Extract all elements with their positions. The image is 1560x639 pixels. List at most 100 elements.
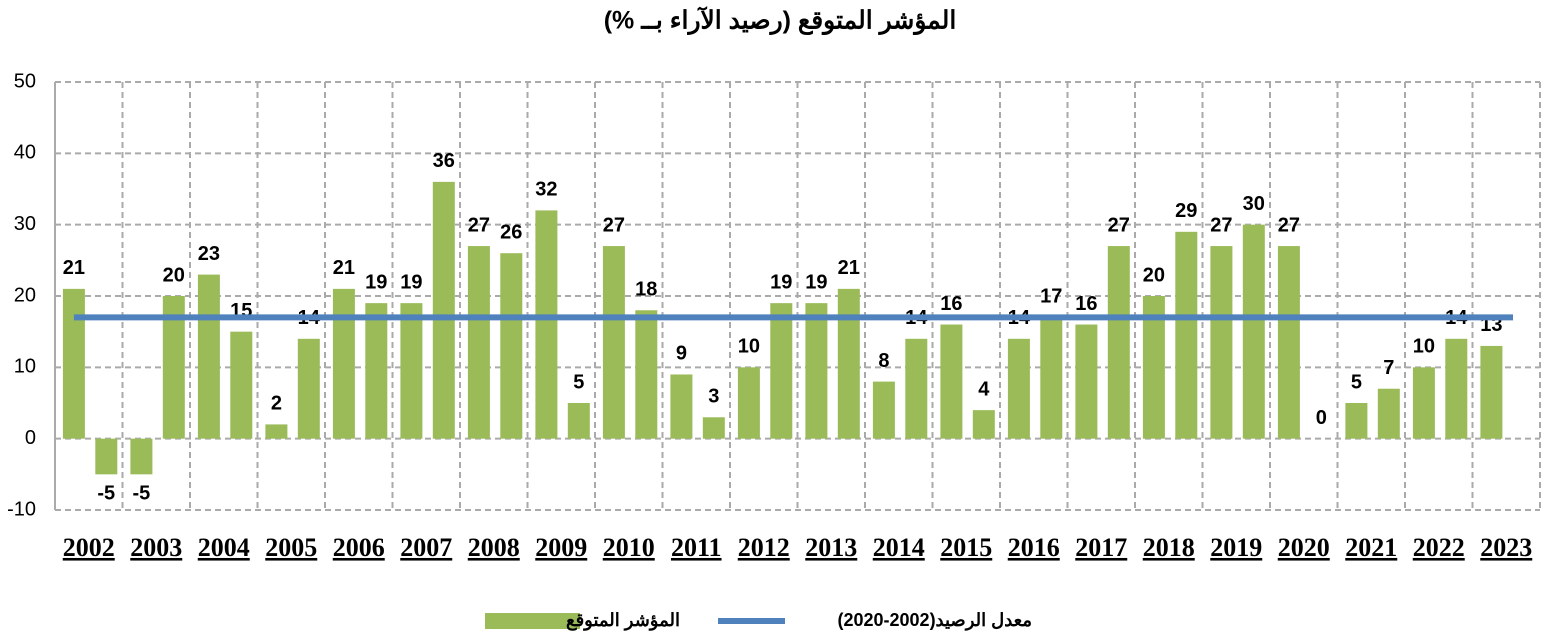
value-label: 36 bbox=[433, 150, 455, 172]
value-label: 21 bbox=[333, 257, 355, 279]
bar bbox=[162, 296, 185, 439]
y-tick-label: 0 bbox=[25, 427, 36, 449]
bar bbox=[1210, 246, 1233, 439]
value-label: 27 bbox=[468, 214, 490, 236]
bar bbox=[837, 288, 860, 439]
bar bbox=[940, 324, 963, 439]
bar bbox=[702, 417, 725, 439]
chart-title: المؤشر المتوقع (رصيد الآراء بــ %) bbox=[604, 6, 957, 36]
value-label: 21 bbox=[63, 257, 85, 279]
x-tick-label: 2014 bbox=[873, 533, 925, 562]
x-tick-label: 2018 bbox=[1143, 533, 1195, 562]
x-tick-label: 2009 bbox=[535, 533, 587, 562]
value-label: 19 bbox=[770, 271, 792, 293]
bar bbox=[400, 303, 423, 439]
y-tick-label: -10 bbox=[7, 498, 36, 520]
value-label: 17 bbox=[1040, 286, 1062, 308]
y-tick-label: 40 bbox=[14, 142, 36, 164]
value-label: 23 bbox=[198, 243, 220, 265]
value-label: 3 bbox=[708, 386, 719, 408]
bar bbox=[1007, 338, 1030, 439]
value-label: 30 bbox=[1243, 193, 1265, 215]
value-label: 0 bbox=[1316, 407, 1327, 429]
value-label: 20 bbox=[163, 264, 185, 286]
value-label: 19 bbox=[400, 271, 422, 293]
x-tick-label: 2017 bbox=[1075, 533, 1127, 562]
value-label: 21 bbox=[838, 257, 860, 279]
x-tick-label: 2010 bbox=[603, 533, 655, 562]
bar bbox=[265, 424, 288, 439]
bar bbox=[1377, 388, 1400, 439]
bar bbox=[1242, 224, 1265, 439]
value-label: 19 bbox=[365, 271, 387, 293]
bar bbox=[1445, 338, 1468, 439]
value-label: 5 bbox=[573, 371, 584, 393]
bar bbox=[1107, 246, 1130, 439]
x-tick-label: 2003 bbox=[130, 533, 182, 562]
value-label: 4 bbox=[978, 378, 990, 400]
bar bbox=[230, 331, 253, 439]
value-label: 27 bbox=[1108, 214, 1130, 236]
bar bbox=[297, 338, 320, 439]
value-label: 7 bbox=[1383, 357, 1394, 379]
bar bbox=[670, 374, 693, 439]
bar bbox=[872, 381, 895, 439]
x-tick-label: 2019 bbox=[1210, 533, 1262, 562]
bar bbox=[500, 253, 523, 439]
bar bbox=[62, 288, 85, 439]
bar bbox=[635, 310, 658, 439]
y-tick-label: 10 bbox=[14, 356, 36, 378]
value-label: 8 bbox=[878, 350, 889, 372]
value-label: 20 bbox=[1143, 264, 1165, 286]
value-label: 32 bbox=[535, 179, 557, 201]
bar bbox=[1412, 367, 1435, 439]
value-label: 19 bbox=[805, 271, 827, 293]
y-tick-label: 20 bbox=[14, 284, 36, 306]
bar bbox=[737, 367, 760, 439]
value-label: 2 bbox=[271, 393, 282, 415]
bar bbox=[770, 303, 793, 439]
value-label: 18 bbox=[635, 279, 657, 301]
x-tick-label: 2002 bbox=[63, 533, 115, 562]
value-label: 10 bbox=[1413, 336, 1435, 358]
y-tick-label: 30 bbox=[14, 213, 36, 235]
bar bbox=[1175, 231, 1198, 439]
bar bbox=[972, 410, 995, 439]
value-label: -5 bbox=[97, 483, 115, 505]
x-tick-label: 2022 bbox=[1413, 533, 1465, 562]
x-tick-label: 2012 bbox=[738, 533, 790, 562]
bar bbox=[905, 338, 928, 439]
bar bbox=[432, 181, 455, 439]
value-label: 26 bbox=[500, 221, 522, 243]
legend-swatch bbox=[485, 613, 580, 629]
value-label: 5 bbox=[1351, 371, 1362, 393]
x-tick-label: 2021 bbox=[1345, 533, 1397, 562]
x-tick-label: 2005 bbox=[265, 533, 317, 562]
x-tick-label: 2006 bbox=[333, 533, 385, 562]
bar bbox=[1277, 246, 1300, 439]
bar bbox=[1075, 324, 1098, 439]
bar bbox=[95, 438, 118, 475]
x-tick-label: 2013 bbox=[805, 533, 857, 562]
y-tick-label: 50 bbox=[14, 70, 36, 92]
bar bbox=[365, 303, 388, 439]
value-label: 27 bbox=[603, 214, 625, 236]
x-tick-label: 2004 bbox=[198, 533, 250, 562]
value-label: 27 bbox=[1278, 214, 1300, 236]
x-tick-label: 2016 bbox=[1008, 533, 1060, 562]
bar bbox=[1480, 345, 1503, 439]
x-tick-label: 2011 bbox=[671, 533, 722, 562]
x-tick-label: 2008 bbox=[468, 533, 520, 562]
x-tick-label: 2007 bbox=[400, 533, 452, 562]
bar bbox=[130, 438, 153, 475]
value-label: 9 bbox=[676, 343, 687, 365]
bar bbox=[1142, 296, 1165, 439]
bar bbox=[332, 288, 355, 439]
legend-label: المؤشر المتوقع bbox=[566, 610, 680, 631]
x-tick-label: 2015 bbox=[940, 533, 992, 562]
value-label: 16 bbox=[1075, 293, 1097, 315]
x-tick-label: 2023 bbox=[1480, 533, 1532, 562]
bar bbox=[805, 303, 828, 439]
value-label: 16 bbox=[940, 293, 962, 315]
